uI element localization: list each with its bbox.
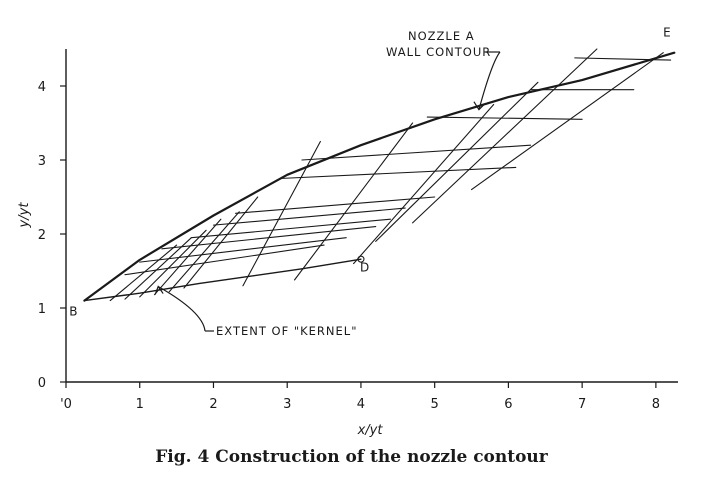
level-characteristic-line: [235, 196, 436, 214]
point-label-b: B: [69, 305, 77, 319]
x-tick-label: '0: [60, 397, 72, 412]
x-tick-label: 8: [652, 397, 660, 412]
y-tick-label: 4: [38, 80, 46, 95]
x-tick-label: 6: [504, 397, 512, 412]
level-characteristic-line: [301, 144, 532, 161]
wall-contour-arrow: [473, 51, 501, 111]
y-tick-label: 3: [38, 154, 46, 169]
figure-caption: Fig. 4 Construction of the nozzle contou…: [155, 447, 548, 467]
point-label-e: E: [663, 26, 671, 40]
x-tick-label: 5: [431, 397, 439, 412]
rising-characteristic-line: [470, 52, 664, 191]
x-tick-label: 1: [136, 397, 144, 412]
x-tick-label: 4: [357, 397, 365, 412]
rising-characteristic-line: [124, 237, 192, 300]
wall-contour-annotation-line1: NOZZLE A: [408, 29, 475, 43]
kernel-annotation-text: EXTENT OF "KERNEL": [216, 324, 358, 338]
x-tick-label: 2: [209, 397, 217, 412]
x-tick-label: 3: [283, 397, 291, 412]
kernel-annotation: EXTENT OF "KERNEL": [154, 285, 358, 338]
axis-ticks: '0 1 2 3 4 5 6 7 8 0 1 2 3 4: [38, 80, 660, 412]
level-characteristic-line: [190, 218, 391, 239]
rising-characteristic-line: [242, 140, 321, 287]
y-tick-label: 2: [38, 228, 46, 243]
wall-contour-annotation-line2: WALL CONTOUR: [386, 45, 491, 59]
rising-characteristic-line: [294, 122, 414, 281]
kernel-arrow: [154, 285, 206, 332]
y-tick-label: 0: [38, 376, 46, 391]
point-marker: [357, 255, 365, 263]
level-characteristic-line: [124, 244, 325, 276]
rising-characteristic-line: [375, 81, 539, 242]
point-labels: B D E: [69, 26, 670, 319]
y-tick-label: 1: [38, 302, 46, 317]
level-characteristic-line: [574, 57, 672, 61]
x-tick-label: 7: [578, 397, 586, 412]
rising-characteristic-line: [139, 229, 207, 298]
rising-characteristic-line: [168, 211, 240, 293]
wall-contour-line: [83, 51, 676, 302]
level-characteristic-line: [279, 166, 517, 180]
level-characteristic-line: [212, 207, 406, 226]
rising-characteristic-line: [353, 103, 495, 265]
rising-characteristic-line: [109, 244, 178, 302]
axes: [65, 49, 678, 383]
level-characteristic-line: [139, 237, 347, 263]
plot-area: [83, 48, 676, 302]
level-characteristic-line: [426, 116, 583, 120]
rising-characteristic-line: [412, 48, 598, 224]
point-label-d: D: [360, 260, 369, 274]
kernel-extent-line: [83, 258, 362, 302]
level-characteristic-line: [161, 226, 377, 250]
wall-contour-annotation: NOZZLE A WALL CONTOUR: [386, 29, 501, 111]
x-axis-label: x/yt: [357, 423, 384, 438]
y-axis-label: y/yt: [17, 202, 32, 229]
